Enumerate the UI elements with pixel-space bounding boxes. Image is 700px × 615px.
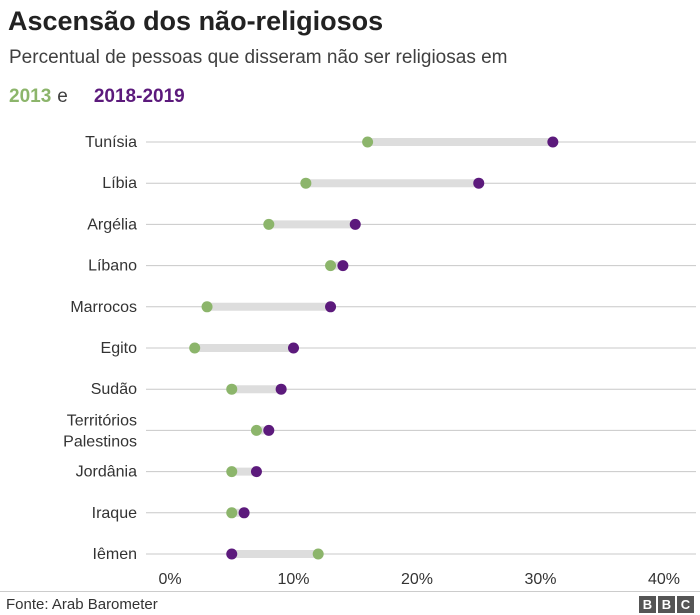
category-label-line: Egito [101, 340, 138, 357]
point-2013 [263, 218, 275, 230]
bbc-logo-letter: C [677, 596, 694, 613]
category-label-line: Palestinos [63, 433, 137, 450]
category-label: Líbia [102, 175, 137, 192]
point-2013 [362, 136, 374, 148]
x-tick-label: 20% [401, 571, 433, 588]
source-note: Fonte: Arab Barometer [6, 596, 158, 613]
point-2018-2019 [547, 136, 559, 148]
point-2013 [226, 466, 238, 478]
category-label: Argélia [87, 216, 137, 233]
category-label-line: Jordânia [76, 464, 137, 481]
category-label-line: Iêmen [93, 546, 137, 563]
category-label: Egito [101, 340, 138, 357]
x-tick-label: 40% [648, 571, 680, 588]
category-label-line: Tunísia [85, 134, 137, 151]
category-label-line: Argélia [87, 216, 137, 233]
category-label-line: Marrocos [70, 299, 137, 316]
point-2013 [189, 342, 201, 354]
legend: 2013 e 2018-2019 [9, 86, 185, 108]
category-label: Iêmen [93, 546, 137, 563]
point-2018-2019 [337, 260, 349, 272]
point-2018-2019 [263, 424, 275, 436]
point-2018-2019 [349, 218, 361, 230]
bbc-logo-letter: B [658, 596, 675, 613]
category-label: Iraque [92, 505, 137, 522]
footer-divider [0, 591, 700, 592]
chart-title: Ascensão dos não-religiosos [8, 6, 384, 36]
point-2018-2019 [226, 548, 238, 560]
point-2013 [201, 301, 213, 313]
bbc-logo: B B C [639, 596, 694, 613]
chart-subtitle: Percentual de pessoas que disseram não s… [9, 47, 508, 68]
point-2018-2019 [325, 301, 337, 313]
point-2018-2019 [473, 177, 485, 189]
x-tick-label: 30% [524, 571, 556, 588]
point-2013 [300, 177, 312, 189]
category-label: Territórios Palestinos [63, 412, 137, 450]
legend-2013: 2013 [9, 86, 52, 107]
point-2013 [325, 260, 337, 272]
bbc-logo-letter: B [639, 596, 656, 613]
point-2018-2019 [238, 507, 250, 519]
x-tick-label: 0% [158, 571, 181, 588]
point-2013 [226, 507, 238, 519]
category-label: Líbano [88, 258, 137, 275]
x-tick-label: 10% [277, 571, 309, 588]
category-label-line: Líbano [88, 258, 137, 275]
category-label-line: Líbia [102, 175, 137, 192]
category-label-line: Sudão [91, 381, 137, 398]
category-label-line: Territórios [67, 412, 137, 429]
point-2018-2019 [250, 466, 262, 478]
category-label: Marrocos [70, 299, 137, 316]
category-label: Tunísia [85, 134, 137, 151]
point-2018-2019 [275, 383, 287, 395]
legend-conjunction: e [57, 86, 68, 107]
point-2013 [250, 424, 262, 436]
category-label: Jordânia [76, 464, 137, 481]
dumbbell-chart: Tunísia Líbia Argélia Líbano Marrocos Egito Su… [63, 134, 696, 588]
category-label-line: Iraque [92, 505, 137, 522]
point-2018-2019 [288, 342, 299, 354]
point-2013 [312, 548, 324, 560]
point-2013 [226, 383, 238, 395]
legend-2018-2019: 2018-2019 [93, 86, 185, 107]
category-label: Sudão [91, 381, 137, 398]
